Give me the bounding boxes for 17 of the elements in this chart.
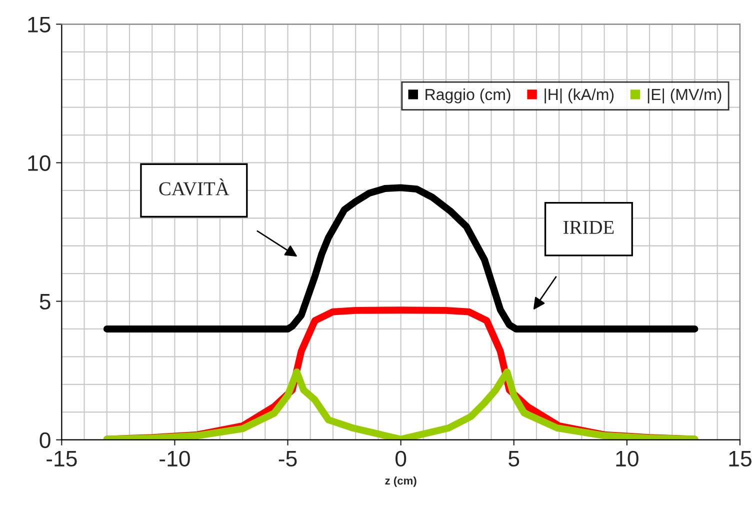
x-tick-label: 10: [616, 450, 638, 467]
x-tick-label: 5: [508, 451, 520, 467]
x-axis-title: z (cm): [385, 476, 416, 487]
y-tick-label: 15: [28, 16, 50, 32]
x-tick-label: 15: [729, 451, 752, 467]
x-tick-label: -10: [160, 450, 190, 467]
x-tick-label: -5: [278, 451, 297, 467]
x-tick-label: -15: [46, 451, 77, 467]
legend-label: |H| (kA/m): [544, 88, 614, 104]
legend-label: |E| (MV/m): [648, 88, 722, 104]
y-tick-label: 10: [28, 155, 50, 172]
y-tick-label: 0: [40, 432, 50, 448]
y-tick-label: 5: [40, 294, 50, 310]
annotation: CAVITÀ: [159, 178, 230, 196]
legend-label: Raggio (cm): [426, 88, 510, 104]
x-tick-label: 0: [396, 450, 406, 467]
annotation: IRIDE: [563, 221, 614, 234]
